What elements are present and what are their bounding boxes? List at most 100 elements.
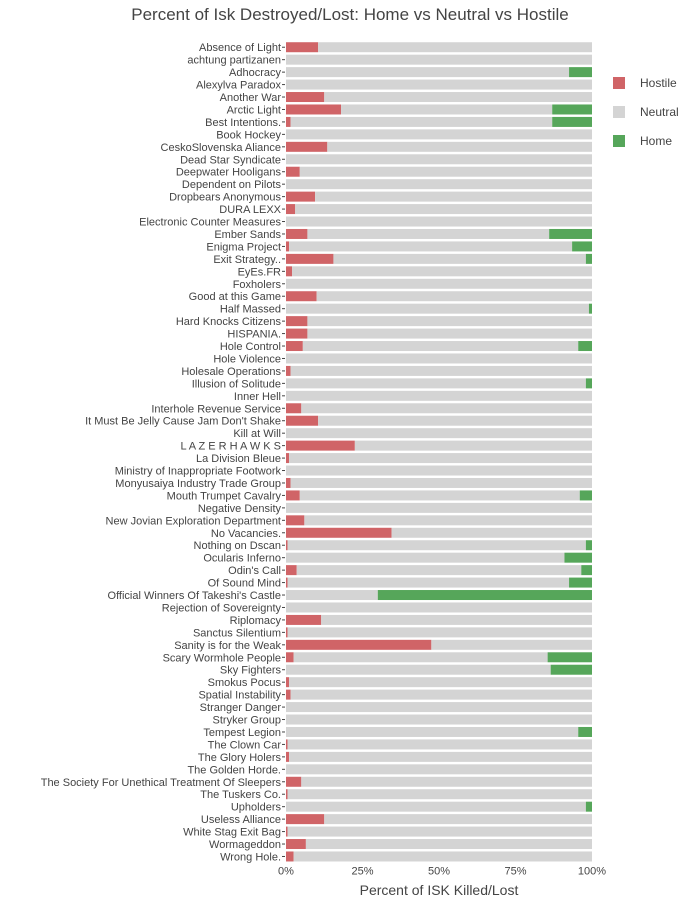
bar-segment-hostile[interactable] xyxy=(286,826,288,837)
bar-segment-neutral[interactable] xyxy=(286,179,592,190)
bar-segment-home[interactable] xyxy=(552,104,592,115)
legend-label-home[interactable]: Home xyxy=(640,134,672,148)
bar-segment-hostile[interactable] xyxy=(286,677,290,688)
bar-segment-neutral[interactable] xyxy=(301,776,592,787)
bar-segment-hostile[interactable] xyxy=(286,253,334,264)
bar-segment-neutral[interactable] xyxy=(289,751,592,762)
bar-segment-hostile[interactable] xyxy=(286,851,294,862)
legend-swatch-home[interactable] xyxy=(613,135,625,147)
bar-segment-neutral[interactable] xyxy=(341,104,553,115)
bar-segment-home[interactable] xyxy=(552,116,592,127)
bar-segment-hostile[interactable] xyxy=(286,191,316,202)
bar-segment-neutral[interactable] xyxy=(286,378,586,389)
bar-segment-neutral[interactable] xyxy=(286,54,592,65)
bar-segment-home[interactable] xyxy=(585,253,592,264)
bar-segment-neutral[interactable] xyxy=(296,565,582,576)
bar-segment-hostile[interactable] xyxy=(286,341,303,352)
legend-swatch-hostile[interactable] xyxy=(613,77,625,89)
bar-segment-neutral[interactable] xyxy=(286,465,592,476)
bar-segment-home[interactable] xyxy=(377,590,592,601)
bar-segment-hostile[interactable] xyxy=(286,639,432,650)
bar-segment-neutral[interactable] xyxy=(287,789,592,800)
bar-segment-neutral[interactable] xyxy=(287,577,570,588)
bar-segment-neutral[interactable] xyxy=(290,365,592,376)
bar-segment-hostile[interactable] xyxy=(286,652,294,663)
bar-segment-hostile[interactable] xyxy=(286,141,328,152)
bar-segment-home[interactable] xyxy=(550,664,592,675)
bar-segment-hostile[interactable] xyxy=(286,477,291,488)
bar-segment-neutral[interactable] xyxy=(293,851,592,862)
bar-segment-hostile[interactable] xyxy=(286,515,305,526)
bar-segment-neutral[interactable] xyxy=(286,303,589,314)
bar-segment-neutral[interactable] xyxy=(321,614,592,625)
bar-segment-hostile[interactable] xyxy=(286,689,291,700)
bar-segment-neutral[interactable] xyxy=(290,477,592,488)
bar-segment-hostile[interactable] xyxy=(286,814,325,825)
bar-segment-neutral[interactable] xyxy=(286,353,592,364)
bar-segment-hostile[interactable] xyxy=(286,228,308,239)
bar-segment-neutral[interactable] xyxy=(286,428,592,439)
bar-segment-home[interactable] xyxy=(569,67,592,78)
bar-segment-hostile[interactable] xyxy=(286,403,302,414)
bar-segment-neutral[interactable] xyxy=(305,839,592,850)
bar-segment-neutral[interactable] xyxy=(286,702,592,713)
bar-segment-neutral[interactable] xyxy=(286,502,592,513)
bar-segment-neutral[interactable] xyxy=(286,602,592,613)
bar-segment-home[interactable] xyxy=(579,490,592,501)
bar-segment-neutral[interactable] xyxy=(290,689,592,700)
bar-segment-hostile[interactable] xyxy=(286,266,293,277)
bar-segment-home[interactable] xyxy=(578,341,592,352)
bar-segment-hostile[interactable] xyxy=(286,739,288,750)
bar-segment-home[interactable] xyxy=(588,303,592,314)
bar-segment-neutral[interactable] xyxy=(327,141,592,152)
bar-segment-neutral[interactable] xyxy=(307,228,550,239)
bar-segment-neutral[interactable] xyxy=(286,129,592,140)
bar-segment-neutral[interactable] xyxy=(287,739,592,750)
bar-segment-neutral[interactable] xyxy=(333,253,586,264)
bar-segment-hostile[interactable] xyxy=(286,204,296,215)
bar-segment-hostile[interactable] xyxy=(286,291,317,302)
bar-segment-hostile[interactable] xyxy=(286,490,300,501)
bar-segment-neutral[interactable] xyxy=(318,42,592,53)
bar-segment-hostile[interactable] xyxy=(286,627,288,638)
bar-segment-neutral[interactable] xyxy=(307,328,592,339)
bar-segment-hostile[interactable] xyxy=(286,415,319,426)
bar-segment-home[interactable] xyxy=(549,228,592,239)
bar-segment-neutral[interactable] xyxy=(286,714,592,725)
bar-segment-neutral[interactable] xyxy=(287,627,592,638)
bar-segment-neutral[interactable] xyxy=(315,191,592,202)
bar-segment-neutral[interactable] xyxy=(293,652,548,663)
bar-segment-home[interactable] xyxy=(581,565,592,576)
bar-segment-neutral[interactable] xyxy=(316,291,592,302)
bar-segment-hostile[interactable] xyxy=(286,540,288,551)
bar-segment-neutral[interactable] xyxy=(287,540,586,551)
bar-segment-neutral[interactable] xyxy=(289,677,592,688)
bar-segment-hostile[interactable] xyxy=(286,116,291,127)
bar-segment-neutral[interactable] xyxy=(289,241,573,252)
bar-segment-hostile[interactable] xyxy=(286,839,306,850)
bar-segment-neutral[interactable] xyxy=(286,216,592,227)
bar-segment-hostile[interactable] xyxy=(286,440,355,451)
bar-segment-hostile[interactable] xyxy=(286,365,291,376)
bar-segment-neutral[interactable] xyxy=(286,590,378,601)
bar-segment-hostile[interactable] xyxy=(286,104,342,115)
bar-segment-hostile[interactable] xyxy=(286,565,297,576)
bar-segment-neutral[interactable] xyxy=(286,154,592,165)
bar-segment-neutral[interactable] xyxy=(287,826,592,837)
bar-segment-hostile[interactable] xyxy=(286,42,319,53)
bar-segment-home[interactable] xyxy=(585,540,592,551)
bar-segment-hostile[interactable] xyxy=(286,92,325,103)
bar-segment-neutral[interactable] xyxy=(290,116,553,127)
bar-segment-neutral[interactable] xyxy=(286,390,592,401)
bar-segment-hostile[interactable] xyxy=(286,776,302,787)
bar-segment-neutral[interactable] xyxy=(292,266,592,277)
bar-segment-neutral[interactable] xyxy=(302,341,579,352)
legend-swatch-neutral[interactable] xyxy=(613,106,625,118)
bar-segment-hostile[interactable] xyxy=(286,751,290,762)
bar-segment-home[interactable] xyxy=(569,577,592,588)
bar-segment-neutral[interactable] xyxy=(324,92,592,103)
bar-segment-neutral[interactable] xyxy=(354,440,592,451)
bar-segment-hostile[interactable] xyxy=(286,577,288,588)
bar-segment-neutral[interactable] xyxy=(391,527,592,538)
bar-segment-neutral[interactable] xyxy=(307,316,592,327)
